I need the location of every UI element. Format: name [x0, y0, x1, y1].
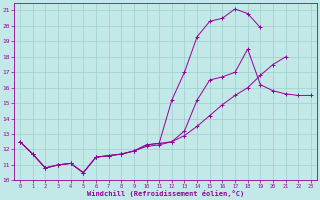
X-axis label: Windchill (Refroidissement éolien,°C): Windchill (Refroidissement éolien,°C) [87, 190, 244, 197]
